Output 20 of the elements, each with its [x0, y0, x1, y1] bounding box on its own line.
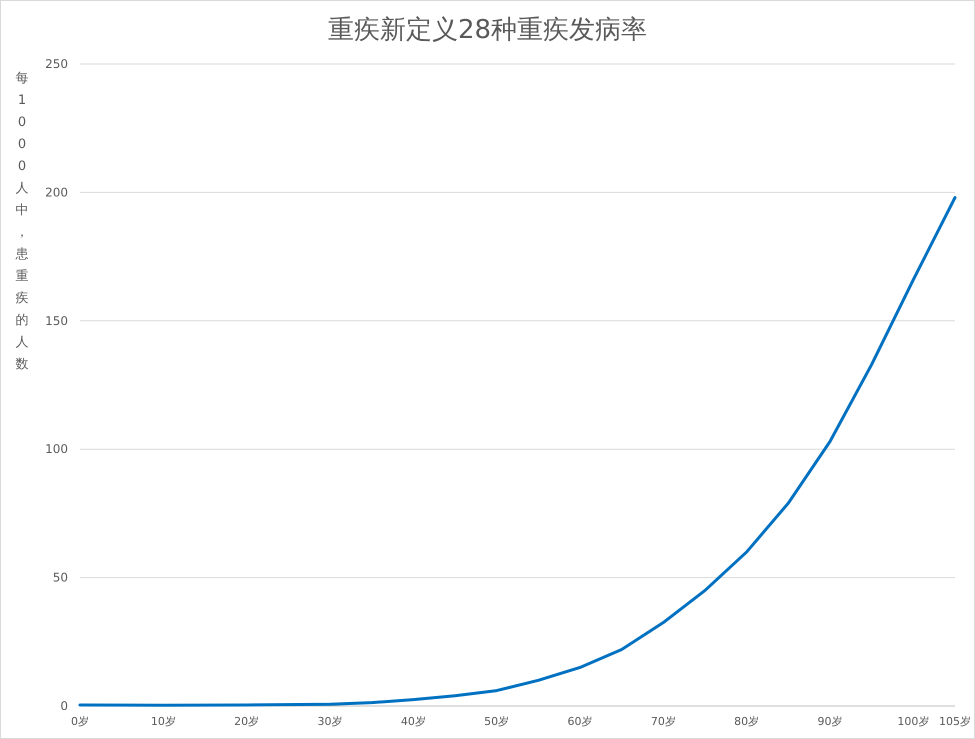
y-tick-label: 50	[52, 570, 68, 585]
x-tick-label: 40岁	[400, 715, 426, 728]
chart-title: 重疾新定义28种重疾发病率	[328, 15, 648, 45]
x-tick-label: 10岁	[150, 715, 176, 728]
y-tick-label: 250	[45, 57, 68, 71]
y-tick-label: 0	[60, 699, 68, 713]
text: 每1000人中，患重疾的人数	[16, 71, 28, 372]
y-tick-label: 100	[45, 442, 68, 456]
x-tick-label: 90岁	[818, 715, 842, 728]
x-tick-label: 105岁	[939, 715, 971, 728]
x-tick-label: 70岁	[650, 715, 676, 728]
x-tick-label: 30岁	[318, 715, 342, 728]
y-tick-label: 150	[45, 314, 68, 328]
x-tick-label: 20岁	[234, 715, 260, 728]
x-tick-label: 100岁	[897, 715, 930, 728]
x-tick-label: 0岁	[71, 715, 89, 728]
x-tick-label: 50岁	[484, 715, 510, 728]
y-tick-label: 200	[45, 185, 68, 200]
x-tick-label: 80岁	[734, 715, 760, 728]
x-tick-label: 60岁	[568, 715, 592, 728]
